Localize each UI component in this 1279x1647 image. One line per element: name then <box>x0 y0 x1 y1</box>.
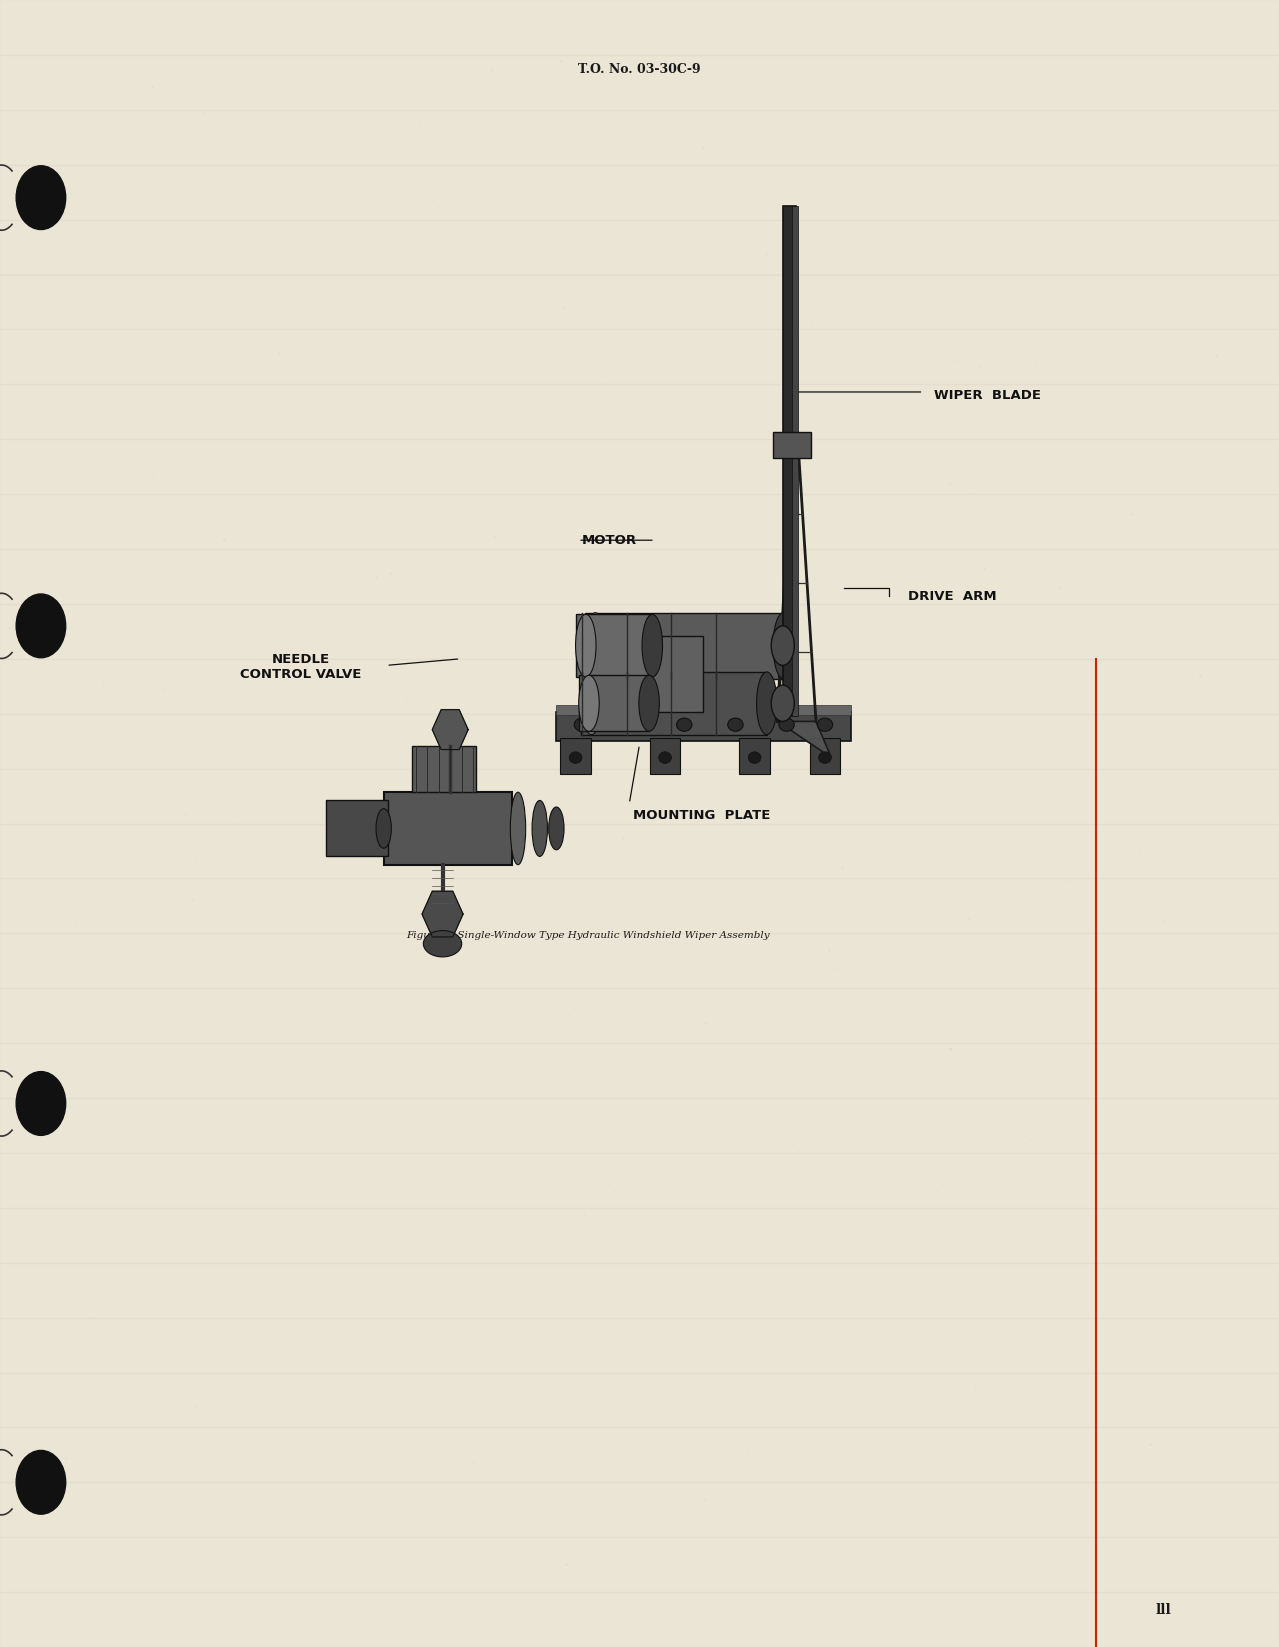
Ellipse shape <box>423 931 462 957</box>
Circle shape <box>17 595 65 657</box>
Ellipse shape <box>817 718 833 731</box>
Bar <box>0 878 1279 934</box>
Bar <box>581 672 766 735</box>
Bar <box>0 1207 1279 1263</box>
Text: T.O. No. 03-30C-9: T.O. No. 03-30C-9 <box>578 63 701 76</box>
Ellipse shape <box>574 718 590 731</box>
Bar <box>0 713 1279 769</box>
Bar <box>0 1593 1279 1647</box>
Bar <box>556 712 851 741</box>
Bar <box>739 738 770 774</box>
Text: DRIVE  ARM: DRIVE ARM <box>908 590 996 603</box>
Polygon shape <box>432 710 468 749</box>
Bar <box>0 54 1279 110</box>
Text: lll: lll <box>1156 1603 1172 1617</box>
Bar <box>556 705 851 715</box>
Bar <box>0 219 1279 275</box>
Bar <box>0 1099 1279 1153</box>
Bar <box>0 384 1279 440</box>
Ellipse shape <box>819 751 831 763</box>
Circle shape <box>17 1451 65 1514</box>
Ellipse shape <box>569 751 582 763</box>
Ellipse shape <box>376 809 391 848</box>
Bar <box>783 206 796 716</box>
Bar <box>0 824 1279 878</box>
Bar <box>0 1318 1279 1372</box>
Bar <box>0 275 1279 329</box>
Ellipse shape <box>659 751 671 763</box>
Bar <box>0 329 1279 384</box>
Ellipse shape <box>625 718 641 731</box>
Bar <box>627 636 703 712</box>
Bar <box>792 206 798 716</box>
Bar <box>576 614 652 677</box>
Bar <box>326 800 388 856</box>
Ellipse shape <box>642 614 663 677</box>
Bar <box>578 675 648 731</box>
Bar <box>0 604 1279 659</box>
Text: Figure 2. Single-Window Type Hydraulic Windshield Wiper Assembly: Figure 2. Single-Window Type Hydraulic W… <box>407 931 770 939</box>
Bar <box>0 1372 1279 1428</box>
Bar <box>412 746 476 792</box>
Ellipse shape <box>771 685 794 721</box>
Ellipse shape <box>638 675 659 731</box>
Text: NEEDLE
CONTROL VALVE: NEEDLE CONTROL VALVE <box>240 652 361 682</box>
Ellipse shape <box>585 613 605 679</box>
Polygon shape <box>422 891 463 937</box>
Ellipse shape <box>779 718 794 731</box>
Polygon shape <box>778 721 831 758</box>
Ellipse shape <box>748 751 761 763</box>
Ellipse shape <box>756 672 776 735</box>
Bar <box>0 934 1279 988</box>
Bar <box>0 769 1279 824</box>
Bar <box>0 1263 1279 1318</box>
Bar <box>650 738 680 774</box>
Ellipse shape <box>578 675 599 731</box>
Bar <box>0 1153 1279 1207</box>
Bar <box>0 494 1279 548</box>
Bar <box>0 548 1279 604</box>
Bar <box>810 738 840 774</box>
Text: MOTOR: MOTOR <box>582 534 637 547</box>
Text: WIPER  BLADE: WIPER BLADE <box>934 389 1041 402</box>
Bar <box>585 613 783 679</box>
Bar <box>0 1428 1279 1482</box>
Bar <box>560 738 591 774</box>
Ellipse shape <box>771 626 794 665</box>
Bar <box>773 432 811 458</box>
Ellipse shape <box>728 718 743 731</box>
Ellipse shape <box>549 807 564 850</box>
Ellipse shape <box>510 792 526 865</box>
Bar <box>0 440 1279 494</box>
Bar <box>0 1043 1279 1099</box>
Bar <box>0 1537 1279 1593</box>
Bar <box>0 1482 1279 1537</box>
Text: MOUNTING  PLATE: MOUNTING PLATE <box>633 809 770 822</box>
Bar <box>0 110 1279 165</box>
Ellipse shape <box>773 613 793 679</box>
Bar <box>0 165 1279 219</box>
Circle shape <box>17 166 65 229</box>
Bar <box>0 0 1279 54</box>
Bar <box>0 988 1279 1043</box>
Bar <box>0 659 1279 713</box>
Ellipse shape <box>532 800 547 856</box>
Ellipse shape <box>576 614 596 677</box>
Circle shape <box>17 1072 65 1135</box>
Ellipse shape <box>581 672 601 735</box>
Bar <box>384 792 512 865</box>
Ellipse shape <box>677 718 692 731</box>
